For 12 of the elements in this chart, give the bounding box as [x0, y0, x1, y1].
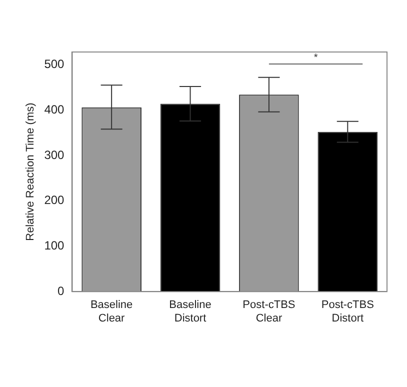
y-tick-label: 0 [58, 284, 65, 298]
y-axis-title: Relative Reaction Time (ms) [24, 102, 37, 241]
annotation: * [314, 52, 318, 64]
x-tick-label: Post-cTBS Clear [242, 299, 296, 324]
y-tick-label: 200 [44, 193, 65, 208]
x-tick-label: Baseline Clear [90, 299, 133, 324]
y-tick-label: 500 [44, 57, 65, 72]
y-tick-label: 300 [44, 148, 65, 162]
y-tick-label: 100 [44, 238, 65, 253]
y-tick-label: 400 [44, 102, 65, 116]
x-tick-label: Baseline Distort [169, 299, 212, 324]
x-tick-label: Post-cTBS Distort [321, 299, 374, 324]
